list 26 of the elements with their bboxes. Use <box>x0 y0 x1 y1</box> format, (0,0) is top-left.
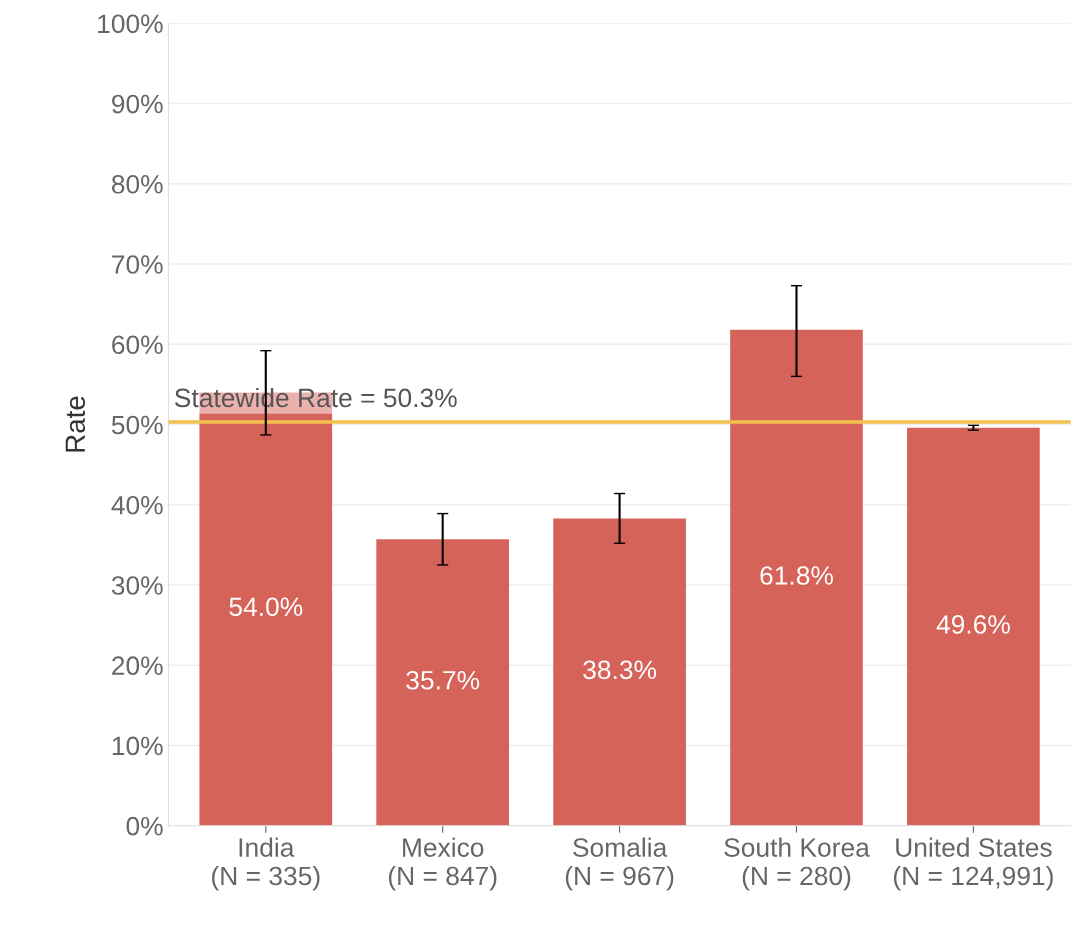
y-tick-label: 70% <box>112 255 163 274</box>
bar <box>730 329 863 826</box>
data-label: 49.6% <box>936 615 1010 634</box>
x-tick-label: Mexico (N = 847) <box>388 837 497 891</box>
y-tick-label: 40% <box>111 495 163 515</box>
x-tick-label: South Korea (N = 280) <box>724 837 870 891</box>
y-tick-label: 60% <box>112 335 163 355</box>
y-tick-label: 100% <box>98 14 163 34</box>
data-label: 54.0% <box>229 597 303 617</box>
data-label: 38.3% <box>583 660 657 680</box>
data-label: 35.7% <box>406 670 480 690</box>
y-tick-label: 30% <box>111 576 163 595</box>
y-tick-label: 80% <box>111 174 163 194</box>
y-tick-label: 20% <box>112 656 163 676</box>
bar <box>376 539 510 826</box>
bar <box>553 518 686 826</box>
x-tick-label: India (N = 335) <box>212 837 320 891</box>
bar <box>907 427 1040 826</box>
y-axis-title: Rate <box>65 396 86 452</box>
y-tick-label: 0% <box>126 816 163 836</box>
y-tick-label: 50% <box>111 415 163 435</box>
y-tick-label: 90% <box>112 94 163 114</box>
data-label: 61.8% <box>760 566 833 585</box>
y-tick-label: 10% <box>112 736 163 756</box>
x-tick-label: United States (N = 124,991) <box>893 837 1053 891</box>
x-tick-label: Somalia (N = 967) <box>565 837 674 891</box>
